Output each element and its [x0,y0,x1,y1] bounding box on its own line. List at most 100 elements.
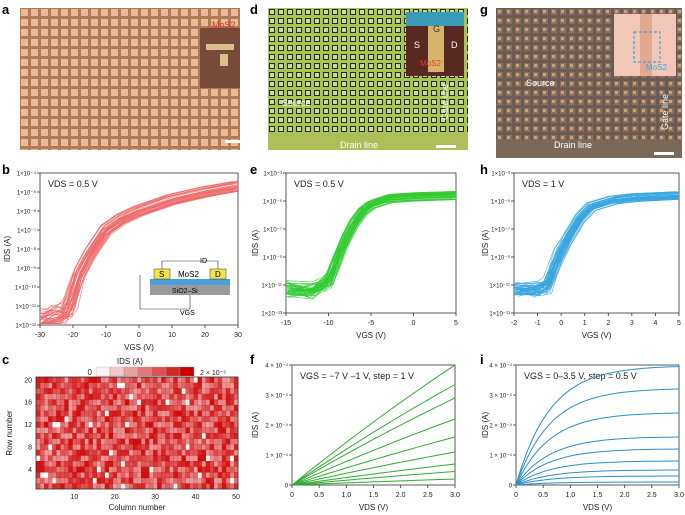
heatmap-cell [96,461,101,467]
heatmap-cell [173,455,178,462]
heatmap-cell [124,433,130,439]
heatmap-cell [169,472,174,479]
heatmap-cell [141,449,146,456]
heatmap-cell [141,421,146,428]
heatmap-cell [165,466,170,473]
heatmap-cell [185,455,190,462]
heatmap-cell [181,461,186,467]
colorbar-step [137,366,153,377]
photo-d-g: G [433,24,440,34]
heatmap-cell [233,438,239,445]
heatmap-cell [181,449,186,456]
heatmap-cell [72,444,77,451]
heatmap-cell [64,455,69,462]
heatmap-cell [92,405,97,411]
x-tick-label: 30 [151,494,159,501]
heatmap-cell [189,466,194,473]
y-tick-label: 3 × 10⁻⁴ [265,393,288,400]
heatmap-cell [169,449,174,456]
heatmap-cell [92,388,97,395]
heatmap-cell [124,377,130,383]
heatmap-cell [169,461,174,467]
colorbar-step [123,366,139,377]
heatmap-cell [121,461,125,467]
heatmap-cell [189,477,194,484]
heatmap-cell [161,433,166,439]
heatmap-cell [189,449,194,456]
heatmap-cell [84,393,89,400]
heatmap-cell [84,433,89,439]
heatmap-cell [177,393,182,400]
heatmap-cell [88,427,93,434]
heatmap-cell [52,461,57,467]
heatmap-cell [229,382,235,389]
scale-bar [225,140,240,143]
heatmap-cell [76,399,81,406]
heatmap-cell [229,483,235,490]
heatmap-cell [68,455,73,462]
heatmap-cell [185,393,190,400]
heatmap-cell [88,433,93,439]
heatmap-cell [217,461,223,467]
x-axis-label: VGS (V) [356,331,386,340]
data-curve [516,196,680,295]
heatmap-cell [132,393,138,400]
heatmap-cell [165,477,170,484]
heatmap-cell [132,416,138,423]
heatmap-cell [217,393,223,400]
heatmap-cell [181,466,186,473]
heatmap-cell [221,477,227,484]
heatmap-cell [205,421,211,428]
heatmap-cell [157,438,162,445]
heatmap-cell [72,382,77,389]
heatmap-cell [229,438,235,445]
heatmap-cell [116,405,122,411]
heatmap-cell [92,393,97,400]
heatmap-cell [225,444,231,451]
heatmap-cell [60,405,65,411]
heatmap-cell [205,438,211,445]
photo-g-grid: MoS2 Source Drain line Gate line [496,8,682,158]
heatmap-cell [36,433,41,439]
heatmap-cell [76,477,81,484]
heatmap-cell [72,399,77,406]
heatmap-cell [149,393,154,400]
heatmap-cell [52,377,57,383]
heatmap-cell [88,388,93,395]
heatmap-cell [141,477,146,484]
heatmap-cell [137,421,142,428]
heatmap-cell [52,427,57,434]
heatmap-cell [209,461,215,467]
heatmap-cell [52,438,57,445]
heatmap-cell [173,399,178,406]
heatmap-cell [173,472,178,479]
heatmap-cell [153,405,158,411]
data-curve [517,195,680,296]
heatmap-cell [177,427,182,434]
x-tick-label: -2 [511,320,517,327]
heatmap-cell [153,377,158,383]
heatmap-cell [88,410,93,417]
heatmap-cell [217,399,223,406]
heatmap-cell [72,455,77,462]
heatmap-cell [36,472,41,479]
output-curve [291,436,456,486]
heatmap-cell [92,444,97,451]
heatmap-cell [105,472,109,478]
heatmap-cell [80,388,85,395]
heatmap-cell [181,472,186,479]
y-tick-label: 1 × 10⁻⁴ [489,453,512,460]
heatmap-cell [72,449,77,456]
chart-b: -30 -20 -10 0 10 20 30 1×10⁻¹² 1×10⁻¹¹ 1×10⁻¹⁰ 1×1… [3,171,242,353]
heatmap-cell [145,421,150,428]
heatmap-cell [120,444,126,451]
heatmap-cell [48,416,53,423]
heatmap-cell [221,472,227,479]
data-curve [513,197,679,291]
heatmap-cell [56,444,61,451]
heatmap-cell [72,410,77,417]
data-curve [515,197,680,297]
heatmap-cell [141,427,146,434]
heatmap-cell [64,393,69,400]
heatmap-cell [132,377,138,383]
